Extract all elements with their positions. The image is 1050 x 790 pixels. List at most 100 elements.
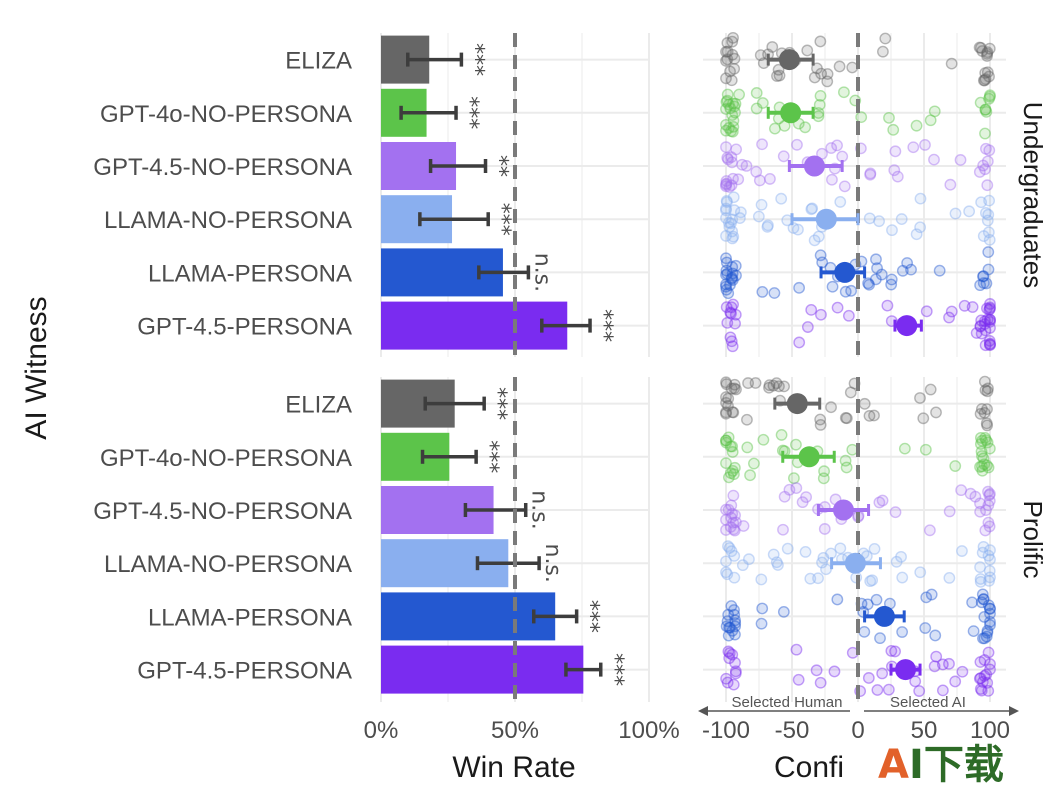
response-point — [726, 440, 739, 453]
response-point — [722, 645, 735, 658]
response-point — [720, 513, 732, 526]
response-point — [727, 191, 740, 204]
response-point — [979, 103, 992, 116]
response-point — [810, 664, 823, 677]
response-point — [983, 442, 996, 455]
response-point — [983, 233, 996, 246]
response-point — [818, 465, 830, 478]
response-point — [720, 72, 732, 85]
response-point — [914, 392, 926, 404]
response-point — [726, 648, 739, 661]
response-point — [978, 458, 991, 471]
response-point — [979, 384, 992, 397]
response-point — [777, 605, 790, 618]
response-point — [818, 523, 831, 535]
response-point — [728, 604, 740, 616]
response-point — [944, 178, 957, 191]
response-point — [755, 573, 768, 586]
response-point — [723, 181, 736, 193]
response-point — [720, 252, 732, 265]
response-point — [793, 281, 806, 294]
response-point — [914, 566, 927, 579]
response-point — [919, 443, 932, 456]
response-point — [984, 619, 996, 631]
response-point — [981, 676, 994, 689]
response-point — [723, 471, 735, 484]
response-point — [772, 63, 785, 76]
response-point — [792, 673, 805, 686]
response-point — [777, 523, 789, 536]
response-point — [732, 173, 745, 186]
response-point — [750, 165, 763, 178]
response-point — [930, 650, 943, 663]
response-point — [721, 196, 733, 209]
response-point — [790, 643, 803, 656]
response-point — [755, 198, 768, 211]
response-point — [728, 461, 741, 474]
response-point — [727, 516, 740, 529]
response-point — [724, 331, 737, 344]
response-point — [983, 303, 996, 316]
response-point — [979, 315, 991, 328]
response-point — [949, 207, 962, 220]
response-point — [977, 230, 990, 242]
response-point — [974, 461, 986, 473]
response-point — [917, 412, 930, 425]
response-point — [722, 98, 735, 111]
response-point — [722, 431, 735, 444]
response-point — [974, 279, 987, 292]
response-point — [730, 383, 742, 396]
annotation-selected-human: Selected Human — [732, 694, 843, 711]
response-point — [964, 487, 977, 500]
response-point — [974, 320, 987, 332]
x-tick-label: 50% — [491, 717, 539, 744]
response-point — [729, 509, 741, 522]
bar — [381, 592, 556, 641]
annotation-arrowhead — [698, 706, 708, 716]
response-point — [723, 221, 736, 233]
bar — [381, 301, 568, 350]
response-point — [766, 41, 779, 53]
mean-point — [896, 315, 918, 337]
response-point — [983, 194, 996, 207]
response-point — [842, 309, 855, 322]
facet-strip-label: Prolific — [1018, 500, 1048, 578]
response-point — [984, 603, 996, 615]
response-point — [864, 167, 877, 180]
response-point — [978, 406, 991, 419]
response-point — [768, 287, 781, 299]
x-tick-label: -50 — [775, 717, 810, 744]
category-label: LLAMA-PERSONA — [148, 604, 352, 631]
response-point — [907, 141, 920, 154]
response-point — [966, 301, 979, 313]
response-point — [984, 571, 996, 584]
response-point — [817, 472, 830, 485]
response-point — [757, 433, 770, 446]
significance-label: *** — [477, 440, 502, 473]
response-point — [752, 210, 765, 223]
response-point — [763, 379, 776, 392]
response-point — [845, 284, 858, 297]
facet-strip-label: Undergraduates — [1018, 102, 1048, 288]
response-point — [790, 482, 803, 494]
response-point — [805, 303, 818, 316]
response-point — [984, 313, 996, 326]
response-point — [728, 571, 741, 584]
significance-label: *** — [578, 600, 603, 633]
response-point — [726, 156, 738, 169]
response-point — [982, 684, 995, 697]
response-point — [976, 45, 989, 57]
significance-label: n.s. — [529, 253, 554, 292]
response-point — [725, 499, 738, 512]
significance-label: ** — [487, 155, 512, 177]
response-point — [981, 403, 993, 416]
response-point — [956, 545, 968, 557]
response-point — [724, 621, 736, 634]
response-point — [909, 675, 922, 688]
response-point — [728, 100, 741, 113]
response-point — [914, 192, 927, 205]
response-point — [864, 575, 877, 588]
response-point — [724, 467, 737, 480]
response-point — [729, 617, 742, 630]
response-point — [770, 377, 783, 390]
